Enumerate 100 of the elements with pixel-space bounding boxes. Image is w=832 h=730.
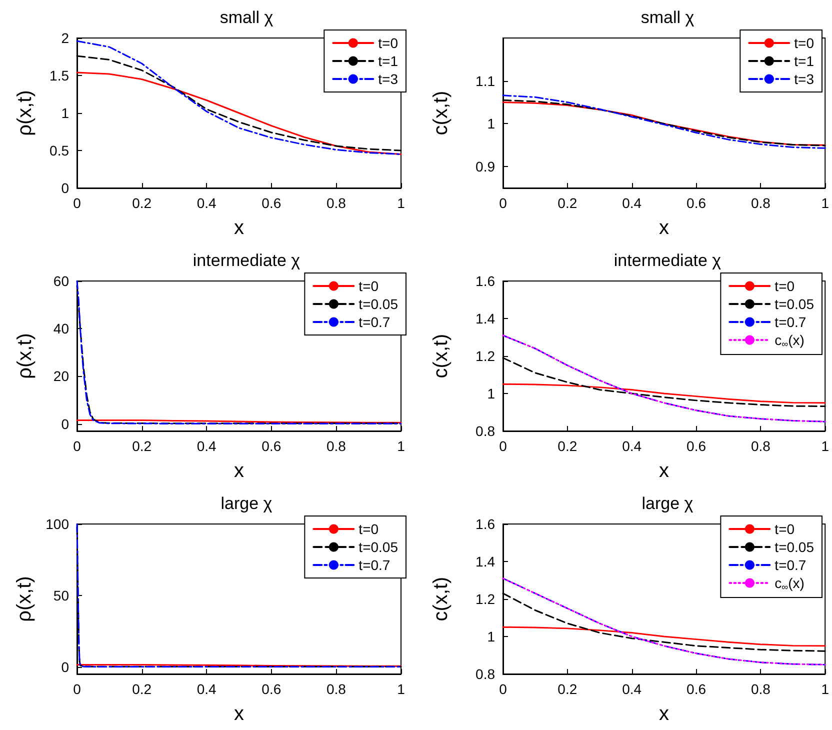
legend-label: t=0 xyxy=(774,278,795,294)
y-tick-label: 0 xyxy=(61,416,70,432)
y-tick-label: 1.6 xyxy=(476,516,496,532)
chart-title: intermediate χ xyxy=(614,251,722,270)
x-tick-label: 0 xyxy=(499,195,508,211)
y-tick-label: 1 xyxy=(487,628,496,644)
y-axis-title: ρ(x,t) xyxy=(14,333,36,379)
y-axis-title: ρ(x,t) xyxy=(14,576,36,622)
legend-label: t=0.05 xyxy=(774,296,814,312)
x-tick-label: 1 xyxy=(821,681,830,697)
y-axis-title: c(x,t) xyxy=(430,334,452,378)
x-axis-title: x xyxy=(659,217,670,239)
legend-label: t=0 xyxy=(794,35,814,51)
y-tick-label: 1.2 xyxy=(476,348,496,364)
line-series xyxy=(502,334,826,422)
y-tick-label: 0 xyxy=(61,180,70,196)
y-tick-label: 0.5 xyxy=(50,142,70,158)
x-tick-label: 0.6 xyxy=(262,195,282,211)
x-axis-title: x xyxy=(659,460,670,482)
x-tick-label: 0.6 xyxy=(686,195,706,211)
x-tick-label: 0.2 xyxy=(132,438,152,454)
y-tick-label: 1 xyxy=(61,105,70,121)
x-tick-label: 1 xyxy=(397,438,406,454)
line-series xyxy=(502,626,826,647)
y-tick-label: 20 xyxy=(53,368,70,384)
x-tick-label: 0.8 xyxy=(750,681,771,697)
x-tick-label: 0.2 xyxy=(132,681,152,697)
line-series xyxy=(502,383,826,404)
x-tick-label: 0 xyxy=(73,438,82,454)
x-tick-label: 0.4 xyxy=(622,195,642,211)
y-tick-label: 100 xyxy=(46,516,70,532)
line-series xyxy=(76,40,402,155)
x-tick-label: 0.6 xyxy=(262,438,282,454)
x-tick-label: 1 xyxy=(397,195,406,211)
x-tick-label: 1 xyxy=(821,438,830,454)
x-tick-label: 0.8 xyxy=(750,195,771,211)
y-tick-label: 1.4 xyxy=(476,554,496,570)
x-tick-label: 0.4 xyxy=(196,681,217,697)
x-tick-label: 0.4 xyxy=(622,438,642,454)
x-tick-label: 0.8 xyxy=(326,438,346,454)
legend-label: t=0.05 xyxy=(358,539,398,555)
y-axis-title: c(x,t) xyxy=(430,90,452,136)
legend-label: t=0.7 xyxy=(358,557,390,573)
x-tick-label: 0.6 xyxy=(686,438,706,454)
legend-label: t=3 xyxy=(794,71,814,87)
x-tick-label: 0.2 xyxy=(558,681,578,697)
y-tick-label: 0.8 xyxy=(476,666,496,682)
legend-label: t=1 xyxy=(794,53,814,69)
y-tick-label: 1.6 xyxy=(476,273,496,289)
chart-title: large χ xyxy=(220,494,272,513)
chart-title: small χ xyxy=(220,8,274,27)
x-tick-label: 0.6 xyxy=(262,681,282,697)
x-axis-title: x xyxy=(234,703,244,725)
y-tick-label: 0.8 xyxy=(476,423,496,439)
legend-label: t=0 xyxy=(774,521,795,537)
x-tick-label: 0.6 xyxy=(686,681,706,697)
legend-label: t=0 xyxy=(378,35,398,51)
x-tick-label: 0.4 xyxy=(622,681,642,697)
x-tick-label: 0.4 xyxy=(196,438,217,454)
x-tick-label: 0 xyxy=(499,681,508,697)
x-tick-label: 0.8 xyxy=(750,438,771,454)
y-tick-label: 1.4 xyxy=(476,310,496,326)
y-tick-label: 1 xyxy=(487,116,496,132)
chart-title: intermediate χ xyxy=(192,251,300,270)
y-tick-label: 60 xyxy=(53,273,70,289)
legend-label: t=3 xyxy=(378,71,398,87)
y-tick-label: 1.2 xyxy=(476,591,496,607)
x-axis-title: x xyxy=(234,217,244,239)
x-tick-label: 0.8 xyxy=(326,195,346,211)
x-axis-title: x xyxy=(659,703,670,725)
legend-label: t=0.05 xyxy=(358,296,398,312)
chart-title: small χ xyxy=(640,8,694,27)
line-series xyxy=(502,578,826,666)
y-tick-label: 1.1 xyxy=(476,72,496,89)
legend-label: c∞(x) xyxy=(774,575,804,592)
legend-label: t=0.7 xyxy=(358,314,390,330)
x-tick-label: 0 xyxy=(73,195,82,211)
chart-title: large χ xyxy=(642,494,694,513)
legend-label: t=0 xyxy=(358,521,379,537)
y-tick-label: 2 xyxy=(61,30,70,46)
y-tick-label: 50 xyxy=(53,587,70,604)
legend-label: t=0 xyxy=(358,278,379,294)
x-tick-label: 0.2 xyxy=(558,438,578,454)
x-tick-label: 0.4 xyxy=(196,195,217,211)
line-series xyxy=(76,72,402,155)
legend-label: t=0.7 xyxy=(774,314,806,330)
legend-label: t=0.05 xyxy=(774,539,814,555)
legend-label: t=0.7 xyxy=(774,557,806,573)
x-tick-label: 0 xyxy=(73,681,82,697)
y-axis-title: ρ(x,t) xyxy=(14,90,36,136)
y-tick-label: 0.9 xyxy=(476,158,496,175)
x-tick-label: 0.2 xyxy=(558,195,578,211)
x-tick-label: 0.2 xyxy=(132,195,152,211)
y-tick-label: 40 xyxy=(53,320,70,337)
y-tick-label: 0 xyxy=(61,658,70,675)
x-tick-label: 1 xyxy=(397,681,406,697)
x-tick-label: 1 xyxy=(821,195,830,211)
legend-label: c∞(x) xyxy=(774,332,804,349)
x-tick-label: 0.8 xyxy=(326,681,346,697)
y-axis-title: c(x,t) xyxy=(430,576,452,622)
